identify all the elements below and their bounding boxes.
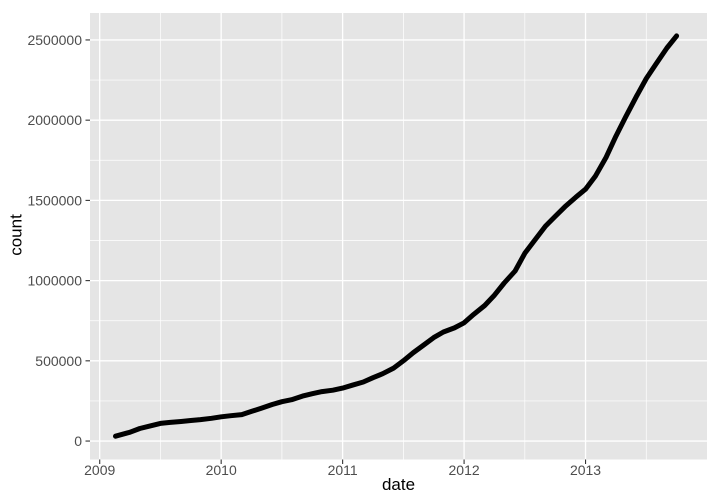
x-tick-label: 2011 bbox=[328, 462, 358, 478]
x-tick-label: 2010 bbox=[206, 462, 237, 478]
y-tick-label: 500000 bbox=[35, 353, 82, 369]
series-line bbox=[113, 33, 680, 439]
y-axis-title: count bbox=[6, 214, 26, 256]
y-tick-label: 0 bbox=[74, 433, 82, 449]
y-tick-label: 1000000 bbox=[27, 273, 82, 289]
x-tick-label: 2009 bbox=[84, 462, 115, 478]
y-tick-label: 2500000 bbox=[27, 32, 82, 48]
x-tick-label: 2012 bbox=[449, 462, 480, 478]
x-tick-label: 2013 bbox=[570, 462, 601, 478]
y-tick-label: 1500000 bbox=[27, 192, 82, 208]
x-axis-title: date bbox=[381, 475, 416, 494]
y-tick-label: 2000000 bbox=[27, 112, 82, 128]
plot-panel bbox=[90, 13, 707, 460]
